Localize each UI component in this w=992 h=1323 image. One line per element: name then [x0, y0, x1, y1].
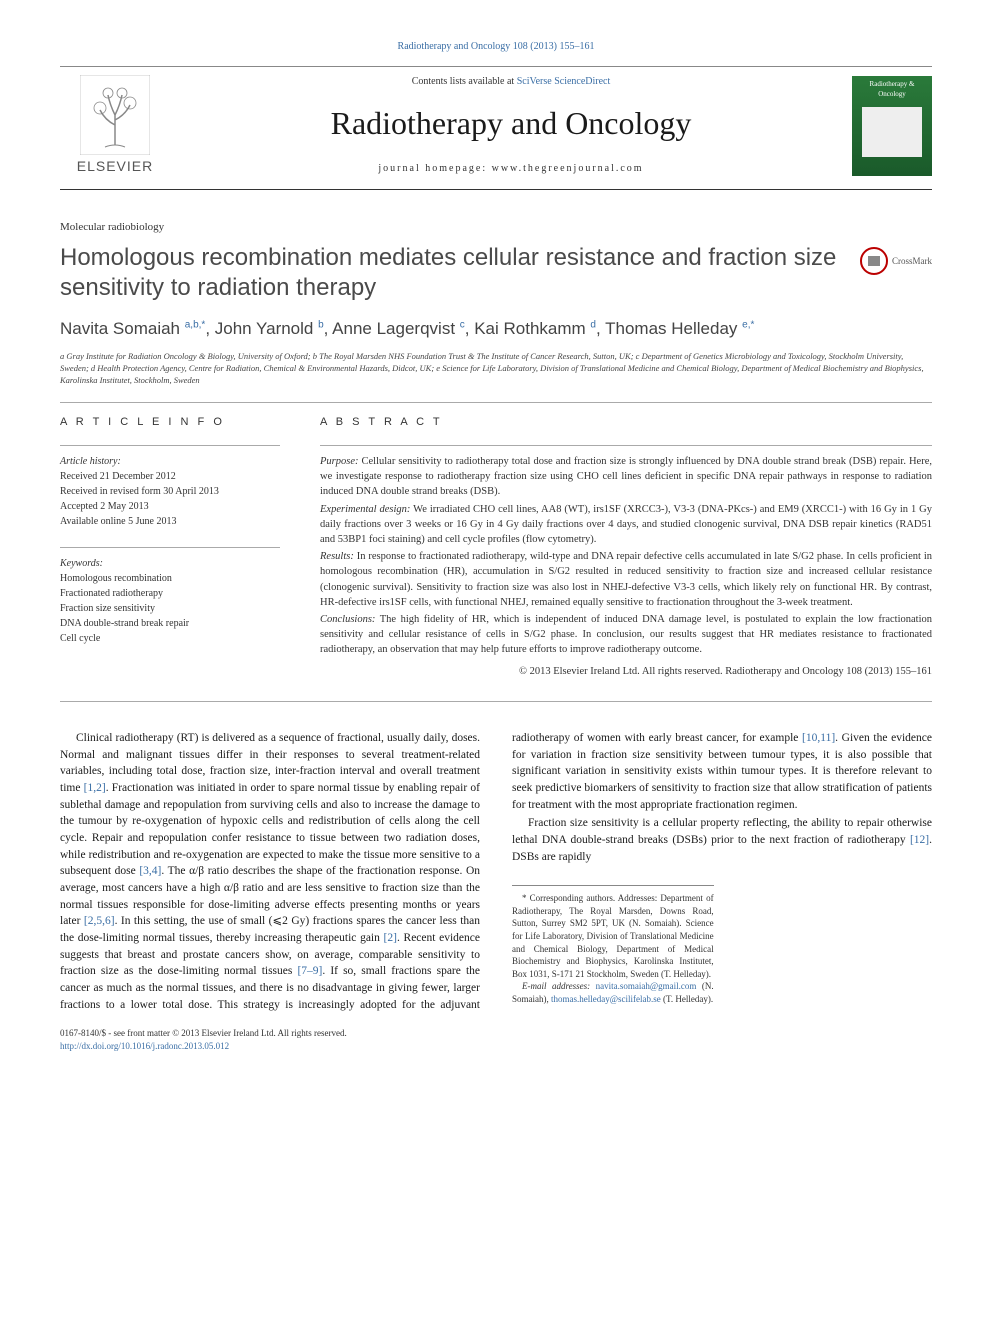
- citation-link[interactable]: Radiotherapy and Oncology 108 (2013) 155…: [398, 41, 595, 52]
- online-date: Available online 5 June 2013: [60, 514, 280, 529]
- abstract: A B S T R A C T Purpose: Cellular sensit…: [320, 415, 932, 680]
- cover-title: Radiotherapy & Oncology: [856, 80, 928, 100]
- email-link[interactable]: thomas.helleday@scilifelab.se: [551, 994, 661, 1004]
- conclusions-label: Conclusions:: [320, 614, 375, 625]
- article-title: Homologous recombination mediates cellul…: [60, 243, 840, 303]
- ref-link[interactable]: [2]: [384, 932, 397, 944]
- keyword: Homologous recombination: [60, 571, 280, 586]
- email-line: E-mail addresses: navita.somaiah@gmail.c…: [512, 980, 714, 1005]
- revised-date: Received in revised form 30 April 2013: [60, 484, 280, 499]
- authors: Navita Somaiah a,b,*, John Yarnold b, An…: [60, 317, 932, 341]
- journal-homepage: journal homepage: www.thegreenjournal.co…: [170, 162, 852, 176]
- crossmark-badge[interactable]: CrossMark: [860, 247, 932, 275]
- publisher-block: ELSEVIER: [60, 75, 170, 177]
- publisher-name: ELSEVIER: [77, 157, 153, 177]
- info-abstract-row: A R T I C L E I N F O Article history: R…: [60, 415, 932, 701]
- abstract-body: Purpose: Cellular sensitivity to radioth…: [320, 445, 932, 679]
- title-row: Homologous recombination mediates cellul…: [60, 243, 932, 303]
- ref-link[interactable]: [12]: [910, 834, 929, 846]
- keyword: Fraction size sensitivity: [60, 601, 280, 616]
- keyword: DNA double-strand break repair: [60, 616, 280, 631]
- received-date: Received 21 December 2012: [60, 469, 280, 484]
- email-link[interactable]: navita.somaiah@gmail.com: [596, 981, 697, 991]
- ref-link[interactable]: [3,4]: [139, 865, 161, 877]
- corresponding-author: * Corresponding authors. Addresses: Depa…: [512, 892, 714, 980]
- sciencedirect-link[interactable]: SciVerse ScienceDirect: [517, 76, 611, 87]
- footnotes: * Corresponding authors. Addresses: Depa…: [512, 885, 714, 1005]
- info-heading: A R T I C L E I N F O: [60, 415, 280, 430]
- design-label: Experimental design:: [320, 504, 410, 515]
- abstract-heading: A B S T R A C T: [320, 415, 932, 430]
- issn-line: 0167-8140/$ - see front matter © 2013 El…: [60, 1027, 932, 1040]
- paragraph: Clinical radiotherapy (RT) is delivered …: [60, 730, 932, 1013]
- affiliations: a Gray Institute for Radiation Oncology …: [60, 351, 932, 404]
- ref-link[interactable]: [7–9]: [297, 965, 322, 977]
- article-history: Article history: Received 21 December 20…: [60, 445, 280, 529]
- journal-cover: Radiotherapy & Oncology: [852, 76, 932, 176]
- history-label: Article history:: [60, 454, 280, 469]
- article-category: Molecular radiobiology: [60, 220, 932, 235]
- accepted-date: Accepted 2 May 2013: [60, 499, 280, 514]
- masthead: ELSEVIER Contents lists available at Sci…: [60, 66, 932, 190]
- paragraph: Fraction size sensitivity is a cellular …: [512, 815, 932, 865]
- purpose-text: Cellular sensitivity to radiotherapy tot…: [320, 456, 932, 497]
- copyright: © 2013 Elsevier Ireland Ltd. All rights …: [320, 664, 932, 679]
- keyword: Fractionated radiotherapy: [60, 586, 280, 601]
- results-text: In response to fractionated radiotherapy…: [320, 551, 932, 608]
- header-citation: Radiotherapy and Oncology 108 (2013) 155…: [60, 40, 932, 54]
- conclusions-text: The high fidelity of HR, which is indepe…: [320, 614, 932, 655]
- cover-image: [862, 107, 922, 157]
- ref-link[interactable]: [1,2]: [84, 782, 106, 794]
- purpose-label: Purpose:: [320, 456, 359, 467]
- results-label: Results:: [320, 551, 354, 562]
- body-text: Clinical radiotherapy (RT) is delivered …: [60, 730, 932, 1013]
- contents-prefix: Contents lists available at: [412, 76, 517, 87]
- contents-line: Contents lists available at SciVerse Sci…: [170, 75, 852, 89]
- footer: 0167-8140/$ - see front matter © 2013 El…: [60, 1027, 932, 1052]
- keywords-block: Keywords: Homologous recombination Fract…: [60, 547, 280, 646]
- ref-link[interactable]: [2,5,6]: [84, 915, 115, 927]
- keywords-label: Keywords:: [60, 556, 280, 571]
- design-text: We irradiated CHO cell lines, AA8 (WT), …: [320, 504, 932, 545]
- masthead-center: Contents lists available at SciVerse Sci…: [170, 75, 852, 176]
- doi-link[interactable]: http://dx.doi.org/10.1016/j.radonc.2013.…: [60, 1041, 229, 1051]
- article-info: A R T I C L E I N F O Article history: R…: [60, 415, 280, 680]
- elsevier-tree-icon: [80, 75, 150, 155]
- crossmark-icon: [860, 247, 888, 275]
- keyword: Cell cycle: [60, 631, 280, 646]
- ref-link[interactable]: [10,11]: [802, 732, 835, 744]
- journal-name: Radiotherapy and Oncology: [170, 101, 852, 146]
- crossmark-label: CrossMark: [892, 255, 932, 268]
